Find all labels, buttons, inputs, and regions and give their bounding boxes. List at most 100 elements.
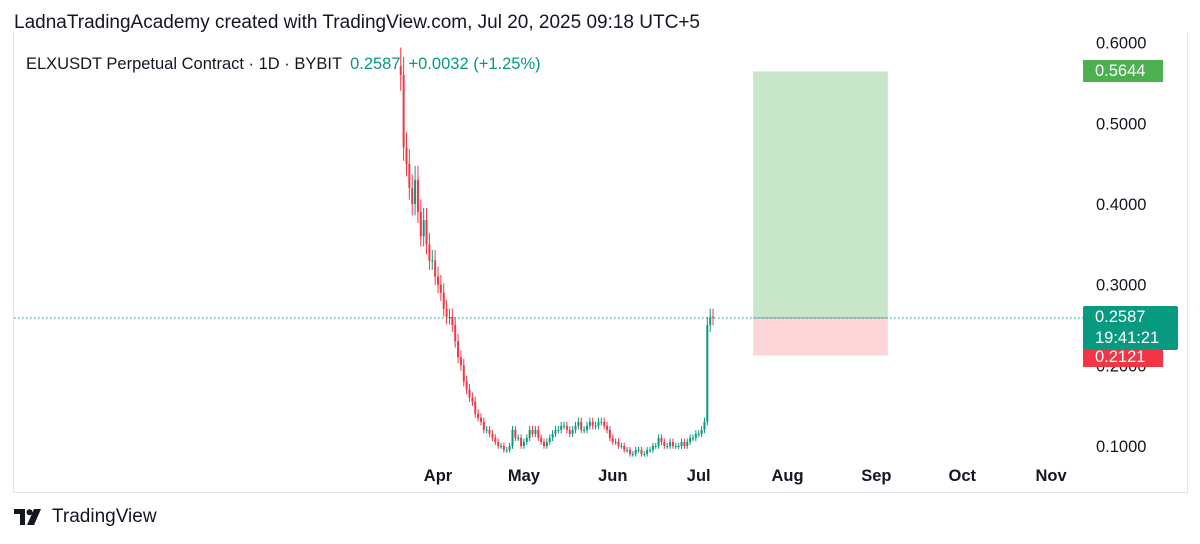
last-value: 0.2587: [350, 55, 401, 73]
price-tick-label: 0.5000: [1096, 115, 1146, 133]
candle-body: [485, 429, 488, 431]
time-tick-label: Nov: [1036, 467, 1068, 485]
candle-body: [402, 74, 405, 148]
candle-body: [534, 429, 537, 434]
candle-body: [482, 421, 485, 430]
candle-body: [500, 446, 503, 447]
candle-body: [591, 421, 594, 426]
candle-body: [600, 421, 603, 423]
candle-body: [471, 397, 474, 402]
candle-body: [588, 421, 591, 426]
candle-body: [517, 437, 520, 439]
price-change: +0.0032 (+1.25%): [408, 55, 541, 73]
candle-body: [563, 425, 566, 427]
candle-body: [565, 425, 568, 430]
candle-body: [537, 429, 540, 438]
candle-body: [411, 187, 414, 205]
candle-body: [522, 441, 525, 446]
candle-body: [640, 450, 643, 455]
candle-body: [674, 446, 677, 447]
candle-body: [660, 437, 663, 442]
candle-body: [494, 437, 497, 442]
candle-body: [583, 429, 586, 431]
candle-body: [502, 446, 505, 451]
candle-body: [505, 450, 508, 452]
time-tick-label: Oct: [949, 467, 977, 485]
last-price-tag: 0.2587 19:41:21: [1083, 306, 1178, 350]
last-price-value: 0.2587: [1095, 308, 1146, 326]
candle-body: [414, 179, 417, 205]
candle-body: [520, 437, 523, 446]
candle-body: [606, 425, 609, 430]
candle-body: [568, 429, 571, 434]
candle-body: [669, 441, 672, 446]
candle-body: [474, 401, 477, 414]
candle-body: [511, 429, 514, 446]
candle-body: [468, 389, 471, 398]
candle-body: [437, 276, 439, 285]
candle-body: [626, 450, 629, 452]
candle-body: [694, 433, 697, 438]
chart-frame: [13, 32, 1188, 493]
time-tick-label: Jun: [598, 467, 627, 485]
candle-body: [405, 147, 408, 164]
candle-body: [448, 316, 451, 318]
candle-body: [399, 65, 402, 75]
candle-body: [554, 429, 557, 434]
candle-body: [657, 437, 660, 446]
candle-body: [408, 163, 411, 188]
take-profit-tag: 0.5644: [1083, 60, 1163, 82]
candle-body: [597, 421, 600, 426]
candle-body: [680, 441, 683, 446]
time-tick-label: May: [508, 467, 541, 485]
candle-body: [585, 425, 588, 430]
candle-body: [580, 421, 583, 430]
candle-body: [663, 441, 666, 446]
candle-body: [637, 450, 640, 452]
time-axis: Apr May Jun Jul Aug Sep Oct Nov: [424, 467, 1068, 485]
candle-body: [457, 341, 460, 358]
candle-body: [445, 308, 448, 317]
candle-body: [416, 179, 419, 213]
stop-loss-tag: 0.2121: [1083, 348, 1163, 367]
candle-body: [691, 437, 694, 439]
candle-body: [577, 421, 580, 426]
candle-body: [431, 260, 434, 262]
candle-body: [594, 425, 597, 427]
candle-body: [462, 365, 465, 382]
candle-body: [531, 429, 534, 434]
candle-body: [560, 425, 563, 430]
loss-zone: [753, 317, 888, 356]
symbol-legend: ELXUSDT Perpetual Contract · 1D · BYBIT 0…: [26, 55, 541, 74]
position-zones: [14, 71, 1083, 356]
candle-body: [706, 325, 709, 422]
price-tick-label: 0.1000: [1096, 438, 1146, 456]
candle-body: [425, 220, 428, 245]
candle-body: [603, 421, 606, 426]
candle-body: [654, 446, 657, 447]
time-tick-label: Jul: [687, 467, 711, 485]
candles: [399, 47, 715, 457]
candle-body: [434, 260, 437, 277]
candle-body: [540, 437, 543, 442]
tradingview-footer[interactable]: TradingView: [14, 506, 157, 528]
candle-body: [451, 316, 454, 326]
candle-body: [608, 429, 611, 438]
candle-body: [611, 437, 614, 442]
profit-zone: [753, 71, 888, 318]
candle-body: [514, 429, 517, 438]
candle-body: [631, 454, 634, 456]
candle-body: [551, 433, 554, 438]
candle-body: [439, 284, 442, 293]
candle-body: [700, 429, 703, 434]
candle-body: [617, 441, 620, 446]
bar-countdown: 19:41:21: [1095, 329, 1160, 347]
candle-body: [545, 441, 548, 446]
candle-body: [479, 417, 482, 422]
tradingview-logo-icon: [14, 509, 41, 525]
candle-body: [543, 441, 546, 446]
time-tick-label: Apr: [424, 467, 453, 485]
candle-body: [454, 325, 457, 342]
candle-body: [508, 446, 511, 451]
